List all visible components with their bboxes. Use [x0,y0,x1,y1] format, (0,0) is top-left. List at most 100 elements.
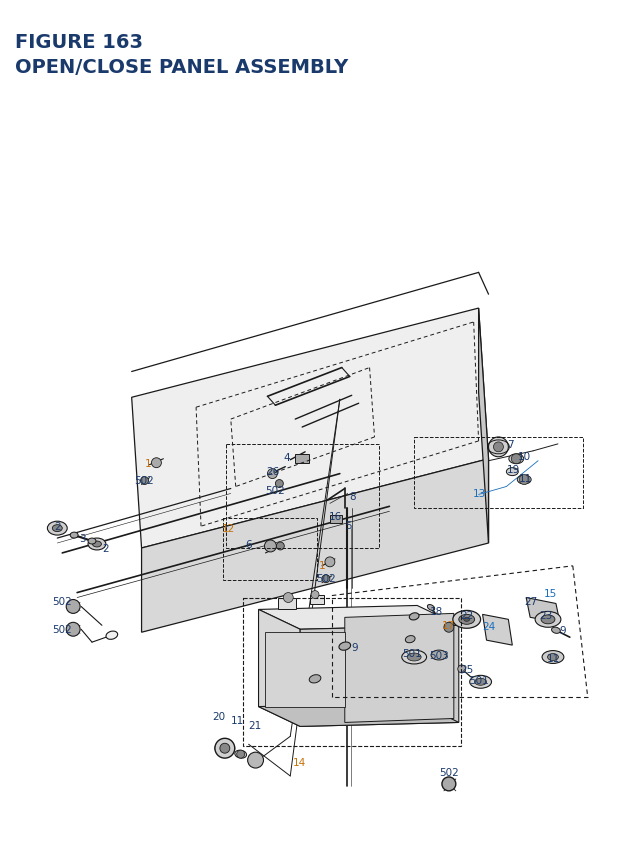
Circle shape [519,475,529,485]
Circle shape [511,455,521,464]
Text: 2: 2 [54,522,61,531]
Text: 5: 5 [346,521,352,530]
Ellipse shape [405,635,415,643]
Circle shape [237,750,244,759]
Ellipse shape [470,676,492,689]
Polygon shape [141,459,488,633]
Text: 8: 8 [349,492,356,502]
Circle shape [268,469,277,479]
Ellipse shape [88,538,96,544]
Text: 4: 4 [283,452,290,462]
Circle shape [311,591,319,599]
Polygon shape [259,703,459,727]
Text: 501: 501 [403,648,422,659]
Ellipse shape [52,525,62,532]
Polygon shape [300,626,459,727]
Text: 6: 6 [245,539,252,549]
Text: 502: 502 [266,486,285,496]
Polygon shape [259,606,459,629]
Text: 12: 12 [222,523,236,534]
Text: 24: 24 [482,622,495,632]
Circle shape [493,443,504,452]
Ellipse shape [47,522,67,536]
Polygon shape [132,309,488,548]
Ellipse shape [542,651,564,664]
Bar [310,595,324,604]
Text: 502: 502 [439,767,459,777]
Circle shape [458,666,466,673]
Ellipse shape [70,532,78,538]
Ellipse shape [309,675,321,683]
Ellipse shape [509,455,524,464]
Text: 27: 27 [525,597,538,607]
Bar [266,633,345,707]
Text: 25: 25 [460,664,474,674]
Circle shape [322,575,330,583]
Text: 9: 9 [351,642,358,653]
Bar [223,518,317,580]
Ellipse shape [535,611,561,628]
Ellipse shape [431,650,447,660]
Ellipse shape [428,604,435,610]
Text: 15: 15 [543,588,557,598]
Circle shape [444,623,454,633]
Ellipse shape [410,613,419,620]
Polygon shape [479,309,488,543]
Ellipse shape [552,628,560,634]
Circle shape [141,477,148,485]
Ellipse shape [459,615,475,624]
Bar [295,455,309,463]
Ellipse shape [506,468,518,476]
Circle shape [488,437,508,457]
Circle shape [325,557,335,567]
Text: 11: 11 [231,715,244,726]
Circle shape [152,458,161,468]
Text: 19: 19 [507,464,520,474]
Text: 23: 23 [540,610,553,621]
Ellipse shape [517,475,531,485]
Bar [330,516,342,523]
Text: 1: 1 [145,458,152,468]
Circle shape [442,777,456,791]
Ellipse shape [541,615,555,624]
Polygon shape [345,614,454,722]
Ellipse shape [475,678,486,685]
Ellipse shape [464,617,470,622]
Text: 3: 3 [79,534,85,543]
Text: 9: 9 [559,626,566,635]
Text: 7: 7 [507,439,514,449]
Text: 13: 13 [473,489,486,499]
Ellipse shape [235,750,246,759]
Text: 501: 501 [468,675,488,685]
Ellipse shape [402,650,427,664]
Text: 502: 502 [134,475,154,485]
Text: 11: 11 [518,473,532,483]
Ellipse shape [339,642,351,650]
Text: 14: 14 [292,757,306,767]
Ellipse shape [407,653,421,661]
Text: 22: 22 [460,610,474,621]
Circle shape [66,623,80,636]
Circle shape [275,480,284,488]
Text: 502: 502 [52,624,72,635]
Text: 26: 26 [266,466,279,476]
Text: 17: 17 [442,621,456,630]
Text: 502: 502 [52,597,72,607]
Text: OPEN/CLOSE PANEL ASSEMBLY: OPEN/CLOSE PANEL ASSEMBLY [15,59,348,77]
Polygon shape [259,610,300,727]
Bar [278,598,296,610]
Circle shape [264,541,276,552]
Circle shape [66,600,80,614]
Circle shape [220,743,230,753]
Text: 21: 21 [248,721,261,731]
Text: 16: 16 [329,511,342,522]
Ellipse shape [106,631,118,640]
Text: 503: 503 [429,650,449,660]
Text: 10: 10 [518,451,531,461]
Text: 18: 18 [429,607,443,616]
Polygon shape [483,615,512,646]
Circle shape [215,739,235,759]
Bar [226,444,380,548]
Ellipse shape [88,538,106,550]
Bar [243,598,461,746]
